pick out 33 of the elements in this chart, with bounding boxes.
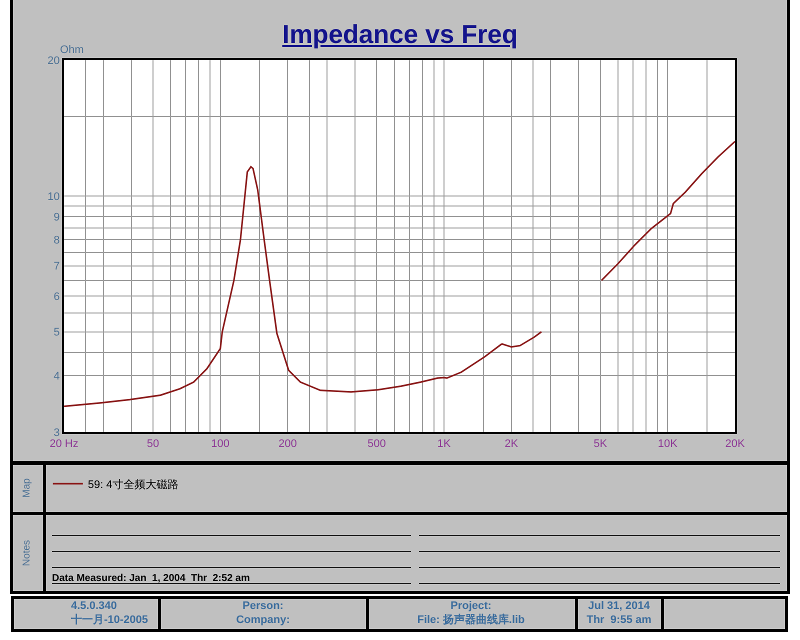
y-tick-label: 7: [54, 260, 60, 273]
x-tick-label: 2K: [504, 438, 519, 450]
x-tick-label: 10K: [658, 438, 678, 450]
y-tick-label: 4: [54, 370, 60, 382]
text: Project:: [450, 600, 492, 613]
y-tick-label: 10: [48, 190, 60, 203]
text: Map: [20, 478, 34, 498]
y-axis-title: Ohm: [60, 44, 84, 56]
text: Notes: [20, 540, 34, 566]
text: Jul 31, 2014: [588, 600, 650, 613]
y-tick-label: 5: [54, 326, 60, 339]
text: 4.5.0.340: [71, 600, 117, 613]
text: Thr 9:55 am: [586, 614, 652, 627]
x-tick-label: 100: [211, 438, 230, 450]
y-tick-label: 8: [54, 234, 60, 247]
text: Company:: [236, 614, 290, 627]
x-tick-label: 200: [278, 438, 297, 450]
y-tick-label: 6: [54, 290, 60, 303]
text: Person:: [242, 600, 284, 613]
x-tick-label: 50: [146, 438, 160, 450]
text: 十一月-10-2005: [71, 614, 148, 627]
y-tick-label: 3: [54, 426, 60, 439]
x-tick-label: 1K: [437, 438, 452, 450]
y-tick-label: 20: [48, 54, 60, 67]
x-tick-label: 20 Hz: [50, 438, 78, 450]
legend-label: 59: 4寸全频大磁路: [88, 478, 178, 491]
text: File: 扬声器曲线库.lib: [417, 614, 525, 627]
x-tick-label: 500: [367, 438, 386, 450]
x-tick-label: 5K: [594, 438, 608, 450]
chart-title: Impedance vs Freq: [282, 19, 518, 49]
x-tick-label: 20K: [725, 438, 746, 450]
text: Data Measured: Jan 1, 2004 Thr 2:52 am: [52, 572, 250, 585]
y-tick-label: 9: [54, 211, 60, 224]
